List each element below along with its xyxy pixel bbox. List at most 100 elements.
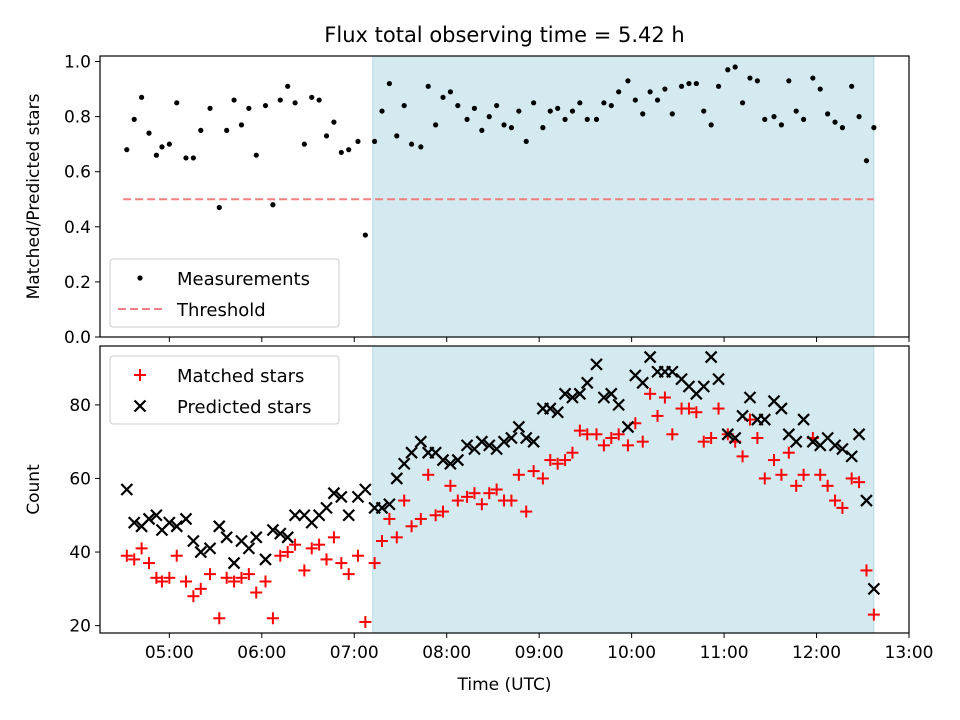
legend-label: Predicted stars xyxy=(177,397,311,418)
measurement-point xyxy=(262,102,269,109)
predicted-star-marker-b xyxy=(666,365,679,379)
measurement-point xyxy=(547,108,553,114)
measurement-point xyxy=(562,116,568,122)
predicted-star-marker-b xyxy=(845,450,858,463)
predicted-star-marker-b xyxy=(505,431,518,445)
predicted-star-marker-b xyxy=(675,372,688,386)
y-tick-label: 0.2 xyxy=(64,273,91,293)
measurement-point xyxy=(839,125,846,131)
measurement-point xyxy=(183,155,189,161)
x-tick-label: 08:00 xyxy=(422,643,471,663)
measurement-point xyxy=(316,97,322,103)
axes-frame xyxy=(99,55,910,338)
measurement-point xyxy=(386,80,392,87)
observing-window-span xyxy=(372,55,875,338)
series-x-group xyxy=(120,350,881,596)
predicted-star-marker-b xyxy=(697,380,711,393)
measurement-point xyxy=(124,147,130,153)
measurement-point xyxy=(394,133,400,139)
predicted-star-marker-b xyxy=(397,457,411,471)
legend-label: Threshold xyxy=(176,300,266,321)
predicted-star-marker-b xyxy=(519,431,533,445)
measurement-point xyxy=(863,158,870,164)
predicted-star-marker-b xyxy=(242,542,256,555)
measurement-point xyxy=(401,102,407,109)
predicted-star-marker-b xyxy=(436,453,450,467)
measurement-point xyxy=(555,105,561,111)
measurement-point xyxy=(593,116,600,122)
measurement-point xyxy=(486,114,492,120)
measurement-point xyxy=(190,155,196,161)
measurement-point xyxy=(832,119,838,125)
measurement-point xyxy=(754,78,760,84)
predicted-star-marker-b xyxy=(821,431,834,445)
predicted-star-marker-b xyxy=(775,402,788,415)
predicted-star-marker-b xyxy=(605,387,618,401)
x-axis-label: Time (UTC) xyxy=(457,675,552,695)
measurement-point xyxy=(338,149,344,156)
measurement-point xyxy=(625,78,631,84)
measurement-point xyxy=(601,100,607,106)
measurement-point xyxy=(494,102,500,109)
measurement-point xyxy=(817,86,823,92)
figure-title: Flux total observing time = 5.42 h xyxy=(324,23,684,47)
series-dot-group xyxy=(124,64,877,238)
y-axis-label: Count xyxy=(24,464,44,515)
predicted-star-marker-b xyxy=(566,391,579,404)
predicted-star-marker-b xyxy=(375,501,389,515)
predicted-star-marker-b xyxy=(580,376,594,390)
predicted-star-marker-b xyxy=(512,420,526,434)
y-tick-label: 0.0 xyxy=(64,328,91,348)
legend: Matched stars Predicted stars xyxy=(109,355,340,425)
measurement-point xyxy=(747,75,753,81)
predicted-star-marker-b xyxy=(220,531,233,544)
measurement-point xyxy=(447,89,454,95)
predicted-star-marker-b xyxy=(736,409,749,423)
measurement-point xyxy=(871,125,877,131)
predicted-star-marker-b xyxy=(212,520,226,533)
measurement-point xyxy=(301,141,307,147)
measurement-point xyxy=(786,78,792,84)
measurement-point xyxy=(693,80,699,87)
predicted-star-marker-b xyxy=(743,391,757,404)
observing-window-span xyxy=(372,345,875,634)
x-tick-label: 12:00 xyxy=(792,643,841,663)
predicted-star-marker-b xyxy=(163,516,176,529)
predicted-star-marker-b xyxy=(359,483,372,496)
predicted-star-marker-b xyxy=(235,534,248,548)
y-tick-label: 0.8 xyxy=(64,108,91,128)
legend-label: Matched stars xyxy=(177,366,304,387)
measurement-point xyxy=(516,108,522,114)
predicted-star-marker-b xyxy=(782,428,796,441)
predicted-star-marker-b xyxy=(712,372,725,386)
predicted-star-marker-b xyxy=(721,428,735,441)
predicted-star-marker-b xyxy=(612,398,625,412)
predicted-star-marker-b xyxy=(590,358,603,371)
y-tick-label: 1.0 xyxy=(64,53,91,73)
measurement-point xyxy=(686,80,692,87)
measurement-point xyxy=(270,202,276,208)
measurement-point xyxy=(678,83,685,89)
x-tick-label: 13:00 xyxy=(885,643,934,663)
predicted-star-marker-b xyxy=(170,520,184,533)
measurement-point xyxy=(131,116,137,122)
y-tick-label: 60 xyxy=(69,469,91,489)
measurement-point xyxy=(825,111,831,117)
measurement-point xyxy=(355,138,361,145)
predicted-star-marker-b xyxy=(429,446,442,459)
measurement-point xyxy=(153,152,159,158)
predicted-star-marker-b xyxy=(558,387,572,401)
legend-x-marker-b xyxy=(133,399,147,413)
predicted-star-marker-b xyxy=(728,431,742,445)
measurement-point xyxy=(471,105,478,111)
x-tick-label: 09:00 xyxy=(515,643,564,663)
predicted-star-marker-b xyxy=(475,435,489,448)
measurement-point xyxy=(408,141,415,147)
predicted-star-marker-b xyxy=(274,527,287,540)
measurement-point xyxy=(608,102,614,109)
count-panel: 20 40 60 80 05:00 06:00 07:00 08:00 09:00 10:00 11… xyxy=(24,345,934,695)
measurement-point xyxy=(207,105,213,111)
measurement-point xyxy=(379,108,385,114)
legend-label: Measurements xyxy=(177,269,310,290)
